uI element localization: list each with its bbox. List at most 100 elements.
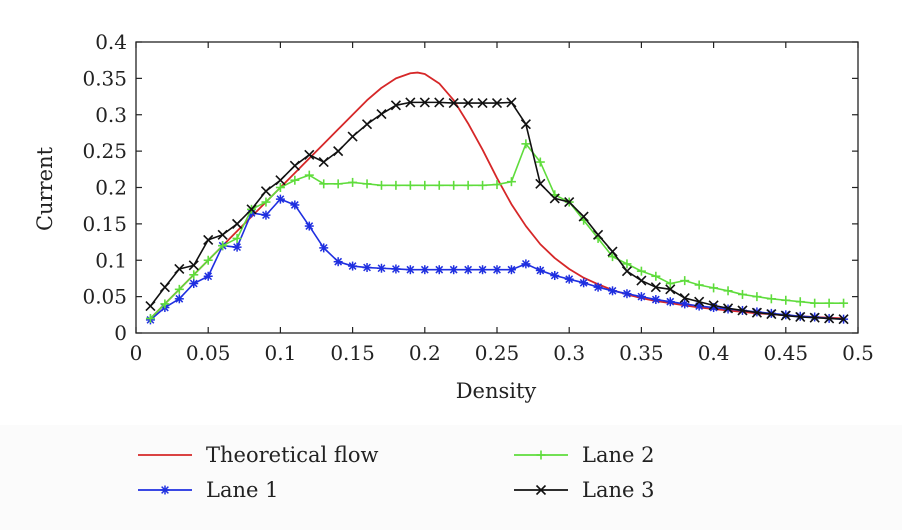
y-tick-label: 0.15 <box>82 212 127 236</box>
data-point <box>824 313 835 324</box>
data-point <box>203 255 213 265</box>
plot-area <box>145 71 849 325</box>
series-line <box>149 71 844 320</box>
legend-marker <box>160 485 170 495</box>
data-point <box>491 98 503 109</box>
legend-label: Lane 1 <box>206 478 278 502</box>
y-tick-label: 0.1 <box>95 248 127 272</box>
data-point <box>304 170 314 180</box>
data-point <box>376 180 386 190</box>
data-point <box>304 221 314 231</box>
data-point <box>708 300 719 311</box>
data-point <box>780 310 791 321</box>
data-point <box>318 156 329 168</box>
data-point <box>506 177 516 187</box>
data-point <box>722 303 734 314</box>
series-lane-3 <box>145 97 849 325</box>
x-tick-label: 0.5 <box>842 341 874 365</box>
data-point <box>261 210 271 220</box>
data-point <box>737 289 747 299</box>
data-point <box>405 265 415 275</box>
data-point <box>319 179 329 189</box>
x-tick-label: 0.15 <box>330 341 375 365</box>
data-point <box>579 278 589 288</box>
data-point <box>362 179 372 189</box>
data-point <box>593 229 604 240</box>
data-point <box>737 305 748 316</box>
data-point <box>434 180 444 190</box>
data-point <box>174 294 184 304</box>
data-point <box>709 283 719 293</box>
data-point <box>420 180 430 190</box>
data-point <box>694 280 704 290</box>
data-point <box>463 98 474 109</box>
data-point <box>521 259 531 269</box>
data-point <box>203 234 214 245</box>
data-point <box>232 242 242 252</box>
y-tick-label: 0.25 <box>82 139 127 163</box>
data-point <box>448 98 459 109</box>
data-point <box>564 196 575 208</box>
data-point <box>405 180 415 190</box>
data-point <box>434 265 444 275</box>
data-point <box>434 97 445 108</box>
data-point <box>694 296 705 307</box>
data-point <box>650 282 661 293</box>
series-lane-2 <box>145 139 849 323</box>
data-point <box>174 284 184 294</box>
data-point <box>665 284 676 295</box>
data-point <box>492 265 502 275</box>
y-tick-label: 0.05 <box>82 285 127 309</box>
data-point <box>679 293 690 304</box>
data-point <box>159 282 170 293</box>
data-point <box>636 292 646 302</box>
data-point <box>839 298 849 308</box>
x-tick-label: 0.3 <box>553 341 585 365</box>
data-point <box>275 183 285 192</box>
data-point <box>405 97 416 108</box>
data-point <box>506 97 517 108</box>
data-point <box>188 260 199 271</box>
data-point <box>636 275 647 286</box>
x-tick-label: 0.45 <box>764 341 809 365</box>
data-point <box>549 193 560 204</box>
data-point <box>275 175 286 186</box>
data-point <box>290 175 300 185</box>
data-point <box>348 261 358 271</box>
data-point <box>506 265 516 275</box>
data-point <box>391 180 401 190</box>
data-point <box>680 276 690 286</box>
data-point <box>348 177 358 187</box>
data-point <box>535 157 545 167</box>
data-point <box>463 180 473 190</box>
data-point <box>390 100 401 111</box>
data-point <box>333 146 344 157</box>
data-point <box>608 286 618 296</box>
data-point <box>347 131 358 142</box>
data-point <box>665 279 675 289</box>
series-line <box>149 198 844 321</box>
data-point <box>564 274 574 284</box>
legend-entry: Lane 3 <box>514 478 654 502</box>
data-point <box>260 186 272 197</box>
data-point <box>333 257 343 267</box>
x-tick-label: 0.1 <box>264 341 296 365</box>
data-point <box>319 243 329 253</box>
x-tick-label: 0 <box>130 341 143 365</box>
data-point <box>246 204 257 215</box>
legend-label: Lane 2 <box>582 443 654 467</box>
data-point <box>449 265 459 275</box>
data-point <box>189 270 199 280</box>
data-point <box>449 180 459 190</box>
data-point <box>492 180 502 190</box>
data-point <box>651 295 661 305</box>
data-point <box>376 108 387 120</box>
x-tick-label: 0.35 <box>619 341 664 365</box>
data-point <box>607 246 618 257</box>
data-point <box>578 211 589 222</box>
data-point <box>752 292 762 302</box>
legend-entry: Theoretical flow <box>138 443 379 467</box>
data-point <box>680 299 690 309</box>
legend-label: Theoretical flow <box>206 443 379 467</box>
